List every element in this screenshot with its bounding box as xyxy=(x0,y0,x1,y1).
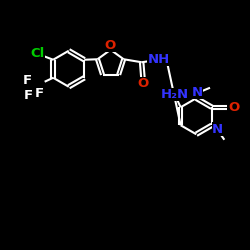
Text: F: F xyxy=(24,89,33,102)
Text: F: F xyxy=(22,74,32,87)
Text: N: N xyxy=(192,86,203,99)
Text: N: N xyxy=(212,122,223,136)
Text: H₂N: H₂N xyxy=(160,88,188,101)
Text: O: O xyxy=(104,39,116,52)
Text: O: O xyxy=(228,101,239,114)
Text: O: O xyxy=(137,77,148,90)
Text: Cl: Cl xyxy=(30,47,45,60)
Text: F: F xyxy=(34,87,43,100)
Text: NH: NH xyxy=(148,53,170,66)
